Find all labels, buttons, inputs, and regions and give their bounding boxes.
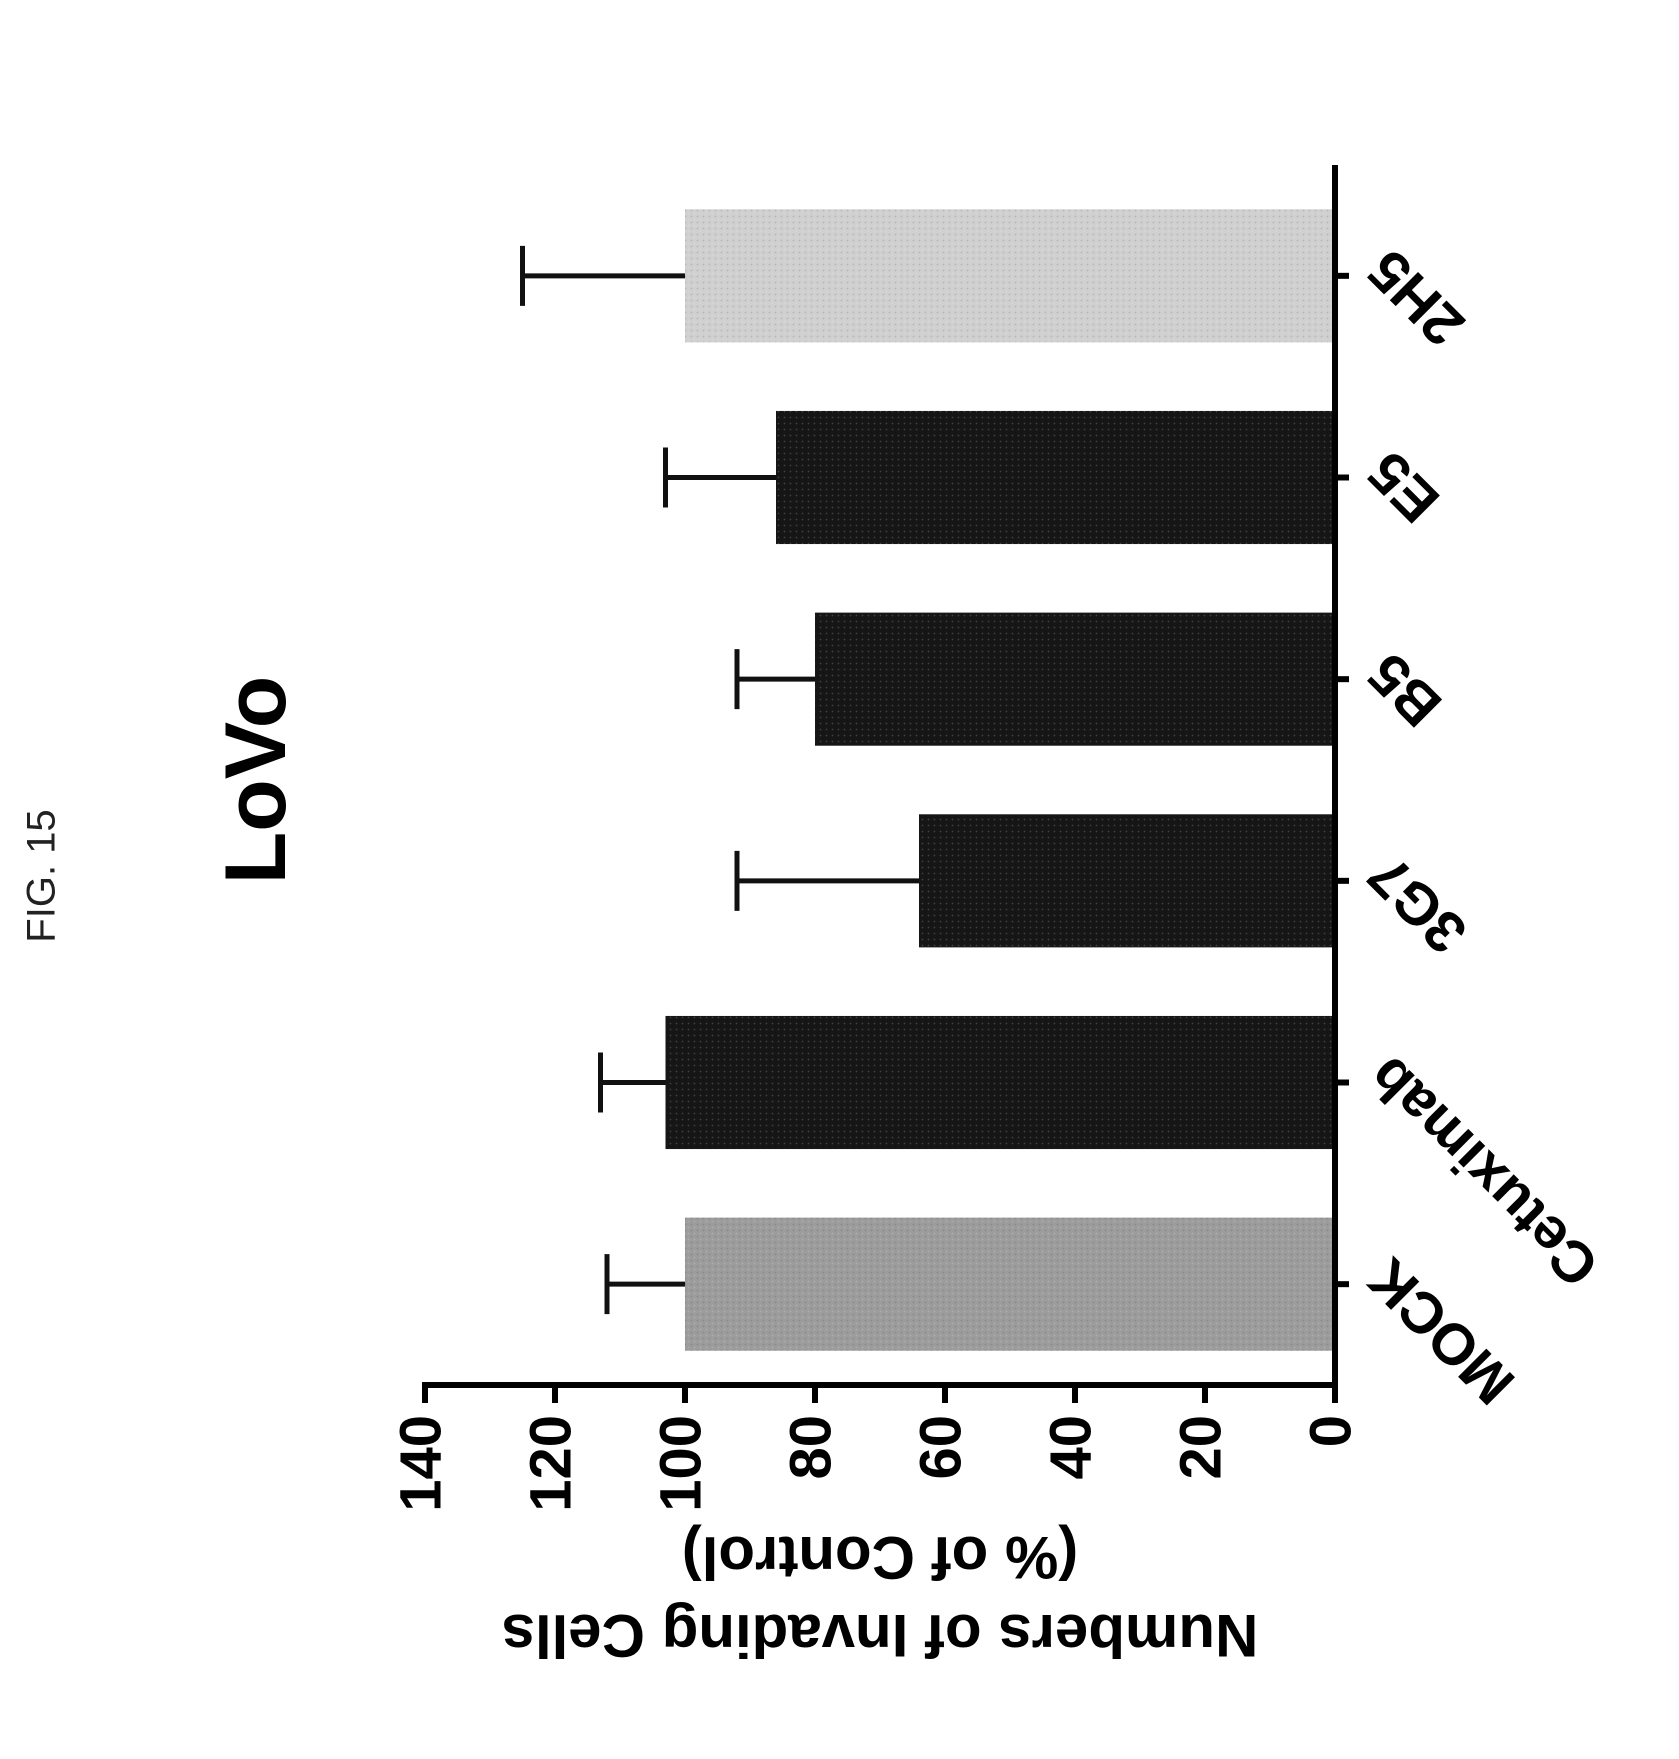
y-tick-label: 20 bbox=[1168, 1415, 1233, 1480]
x-tick-label: MOCK bbox=[1356, 1245, 1527, 1416]
y-tick-label: 120 bbox=[518, 1415, 583, 1512]
y-axis-title-line: Numbers of Invading Cells bbox=[502, 1602, 1259, 1669]
y-tick-label: 140 bbox=[388, 1415, 453, 1512]
bar-texture bbox=[919, 814, 1335, 948]
x-tick-label: 3G7 bbox=[1356, 842, 1479, 965]
bar-texture bbox=[685, 209, 1335, 343]
y-axis-title-line: (% of Control) bbox=[682, 1524, 1079, 1591]
bar-texture bbox=[685, 1217, 1335, 1351]
y-axis-title: Numbers of Invading Cells (% of Control) bbox=[502, 1524, 1259, 1669]
y-tick-label: 80 bbox=[778, 1415, 843, 1480]
x-tick-label: 2H5 bbox=[1356, 237, 1477, 358]
y-tick-label: 0 bbox=[1298, 1415, 1363, 1447]
y-tick-label: 60 bbox=[908, 1415, 973, 1480]
y-tick-label: 100 bbox=[648, 1415, 713, 1512]
bar-texture bbox=[665, 1015, 1335, 1150]
bar-texture bbox=[776, 410, 1335, 545]
x-tick-label: E5 bbox=[1356, 439, 1452, 535]
y-tick-label: 40 bbox=[1038, 1415, 1103, 1480]
bar-texture bbox=[815, 612, 1335, 746]
chart-title: LoVo bbox=[208, 676, 304, 885]
x-tick-label: B5 bbox=[1356, 641, 1454, 739]
